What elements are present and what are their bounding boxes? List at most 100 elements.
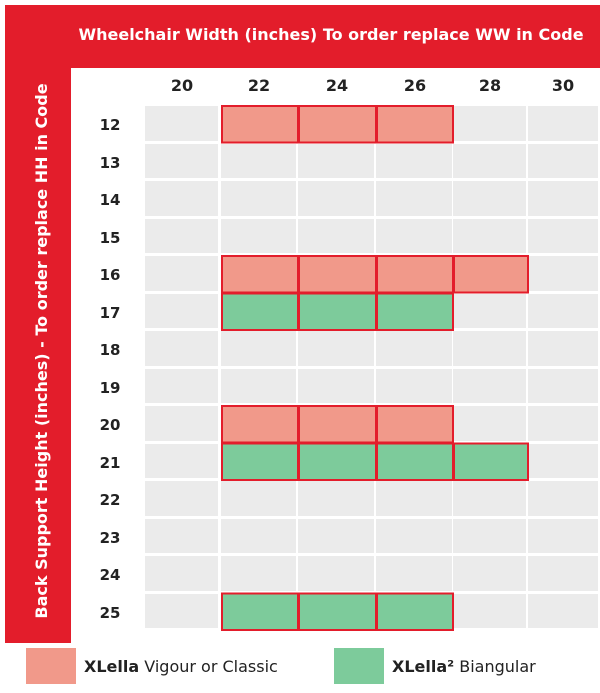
column-label-30: 30: [551, 76, 575, 95]
grid-cell: [453, 181, 526, 216]
grid-cell: [145, 106, 218, 141]
grid-cell: [376, 481, 452, 516]
grid-cell: [145, 143, 218, 178]
grid-cell: [528, 256, 598, 291]
grid-cell: [298, 556, 374, 591]
grid-cell: [453, 593, 526, 628]
row-label-20: 20: [99, 416, 121, 434]
grid-cell: [528, 181, 598, 216]
grid-cell: [376, 331, 452, 366]
row-label-19: 19: [99, 378, 121, 397]
row-label-13: 13: [99, 153, 121, 172]
grid-cell: [145, 293, 218, 328]
row-label-18: 18: [99, 341, 121, 359]
grid-cell: [298, 181, 374, 216]
grid-cell: [298, 256, 374, 291]
grid-cell: [453, 368, 526, 403]
grid-cell: [221, 368, 296, 403]
grid-cell: [221, 256, 296, 291]
grid-cell: [221, 106, 296, 141]
grid-cell: [376, 406, 452, 441]
grid-cell: [221, 556, 296, 591]
legend-swatch-xlella2-biangular: [334, 648, 384, 684]
grid-cell: [221, 331, 296, 366]
grid-cell: [221, 143, 296, 178]
grid-cell: [376, 518, 452, 553]
grid-cell: [145, 256, 218, 291]
grid-cell: [528, 368, 598, 403]
legend-label-rest: Vigour or Classic: [139, 657, 278, 676]
grid-cell: [453, 143, 526, 178]
grid-cell: [145, 331, 218, 366]
row-label-22: 22: [99, 491, 121, 509]
grid-cell: [221, 443, 296, 478]
y-axis-title: Back Support Height (inches) - To order …: [32, 83, 51, 619]
grid-cell: [453, 256, 526, 291]
grid-cell: [221, 518, 296, 553]
grid-cell: [376, 143, 452, 178]
grid-cell: [528, 481, 598, 516]
grid-cell: [376, 218, 452, 253]
grid-cell: [298, 368, 374, 403]
grid-cell: [528, 106, 598, 141]
grid-cell: [376, 556, 452, 591]
column-label-28: 28: [478, 76, 502, 95]
column-label-22: 22: [247, 76, 271, 95]
grid-cell: [528, 331, 598, 366]
grid-cell: [376, 106, 452, 141]
row-label-17: 17: [99, 303, 121, 322]
row-label-24: 24: [99, 566, 121, 584]
grid-cell: [221, 406, 296, 441]
legend-label-bold: XLella: [84, 657, 140, 676]
row-label-14: 14: [99, 191, 121, 209]
grid-cell: [145, 556, 218, 591]
grid-cell: [145, 481, 218, 516]
row-label-15: 15: [99, 228, 121, 247]
legend-label-xlella-vigour: XLella Vigour or Classic: [84, 657, 278, 676]
legend-label-rest: Biangular: [454, 657, 536, 676]
grid-cell: [298, 331, 374, 366]
legend-label-bold: XLella²: [392, 657, 455, 676]
grid-cell: [453, 331, 526, 366]
grid-cell: [298, 593, 374, 628]
grid-cell: [221, 218, 296, 253]
grid-cell: [145, 593, 218, 628]
row-label-21: 21: [99, 453, 121, 472]
grid-cell: [298, 143, 374, 178]
grid-cell: [453, 443, 526, 478]
grid-cell: [376, 256, 452, 291]
grid-cell: [528, 556, 598, 591]
column-label-24: 24: [325, 76, 349, 95]
grid-cell: [298, 443, 374, 478]
grid-cell: [145, 368, 218, 403]
grid-cell: [528, 293, 598, 328]
grid-cell: [453, 218, 526, 253]
grid-cell: [453, 481, 526, 516]
grid-cell: [453, 293, 526, 328]
grid-cell: [145, 406, 218, 441]
grid-cell: [298, 218, 374, 253]
grid-cell: [221, 593, 296, 628]
grid-cell: [528, 143, 598, 178]
grid-cell: [376, 443, 452, 478]
legend-label-xlella2-biangular: XLella² Biangular: [392, 657, 536, 676]
grid-cell: [298, 106, 374, 141]
grid-cell: [528, 443, 598, 478]
grid-cell: [221, 181, 296, 216]
grid-cell: [376, 293, 452, 328]
grid-cell: [453, 406, 526, 441]
grid-cell: [528, 518, 598, 553]
grid-cell: [528, 406, 598, 441]
grid-cell: [453, 106, 526, 141]
grid-cell: [528, 218, 598, 253]
x-axis-title: Wheelchair Width (inches) To order repla…: [78, 25, 584, 44]
grid-cell: [453, 556, 526, 591]
grid-cell: [221, 293, 296, 328]
grid-cell: [376, 368, 452, 403]
row-label-16: 16: [99, 266, 121, 284]
row-label-12: 12: [99, 116, 121, 134]
grid-cell: [298, 518, 374, 553]
grid-cell: [221, 481, 296, 516]
grid-cell: [298, 481, 374, 516]
grid-cell: [453, 518, 526, 553]
